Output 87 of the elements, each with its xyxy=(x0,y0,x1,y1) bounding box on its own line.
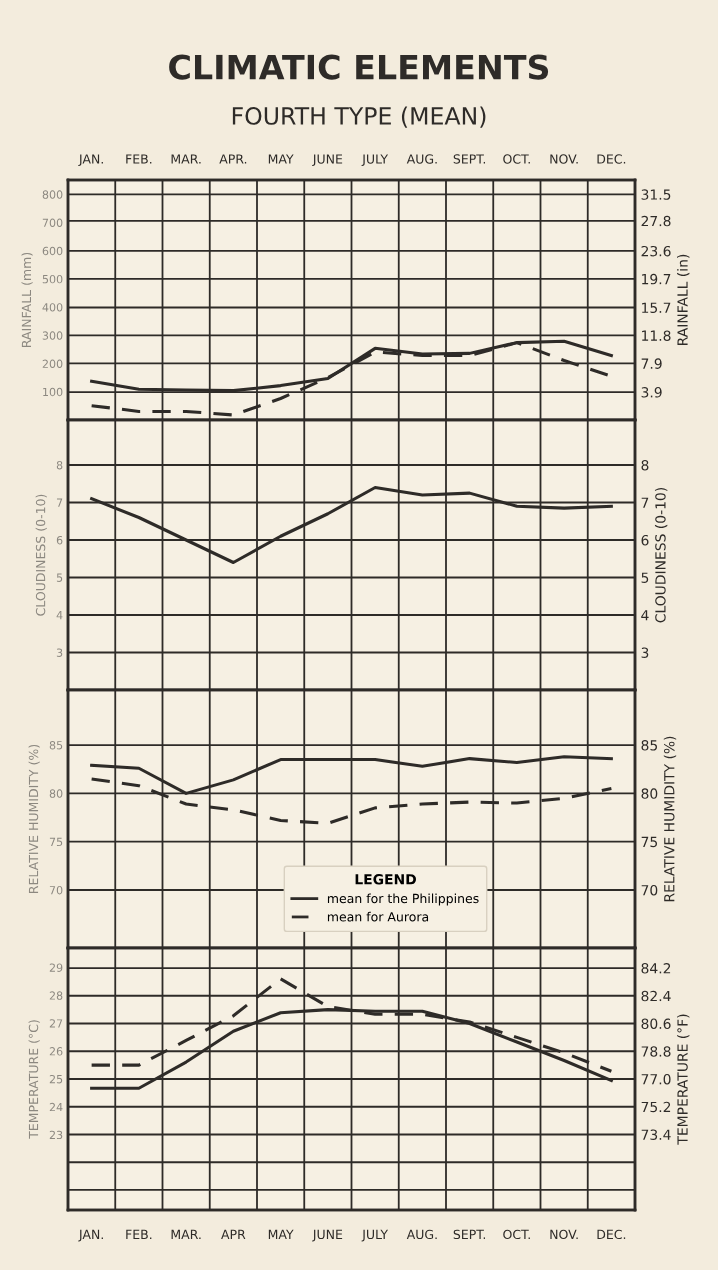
y2-tick-label: 75 xyxy=(641,836,658,848)
x-tick-label: JUNE xyxy=(312,154,343,167)
y2-tick-label: 80 xyxy=(641,788,658,799)
y-tick-label: 800 xyxy=(42,190,63,199)
chart-title: CLIMATIC ELEMENTS xyxy=(169,54,549,80)
y-tick-label: 200 xyxy=(42,359,63,368)
y2-axis-title: TEMPERATURE (°F) xyxy=(677,1014,690,1145)
y2-tick-label: 7.9 xyxy=(641,358,662,369)
y-tick-label: 80 xyxy=(49,789,63,798)
x-tick-label: SEPT. xyxy=(453,1229,486,1240)
y-tick-label: 23 xyxy=(49,1130,63,1140)
x-tick-label: JAN. xyxy=(78,154,103,167)
y-tick-label: 24 xyxy=(49,1102,63,1112)
x-tick-label: SEPT. xyxy=(453,154,486,164)
y-tick-label: 700 xyxy=(42,218,63,227)
x-tick-label: MAY xyxy=(268,1229,294,1239)
legend-label: mean for the Philippines xyxy=(327,893,479,906)
y2-tick-label: 6 xyxy=(641,534,649,546)
x-tick-label: JULY xyxy=(361,154,389,167)
y-tick-label: 600 xyxy=(42,246,63,256)
y-axis-title: RELATIVE HUMIDITY (%) xyxy=(28,744,40,893)
y2-axis-title: CLOUDINESS (0-10) xyxy=(654,488,668,623)
x-tick-label: AUG. xyxy=(406,154,437,164)
y-tick-label: 5 xyxy=(56,573,63,582)
chart-subtitle: FOURTH TYPE (MEAN) xyxy=(232,106,486,128)
x-tick-label: NOV. xyxy=(550,1229,578,1240)
y-tick-label: 85 xyxy=(49,741,63,750)
y-tick-label: 3 xyxy=(56,648,63,657)
legend-label: mean for Aurora xyxy=(327,911,429,922)
y-tick-label: 7 xyxy=(56,498,63,507)
y2-tick-label: 82.4 xyxy=(641,990,671,1002)
y-axis-title: RAINFALL (mm) xyxy=(21,252,33,347)
y2-tick-label: 84.2 xyxy=(641,963,671,974)
x-tick-label: DEC. xyxy=(597,154,626,164)
y-tick-label: 500 xyxy=(42,274,63,284)
y-axis-title: CLOUDINESS (0-10) xyxy=(35,494,47,616)
y2-tick-label: 11.8 xyxy=(642,330,671,341)
x-tick-label: AUG. xyxy=(406,1229,437,1240)
y-tick-label: 26 xyxy=(49,1047,63,1056)
y2-tick-label: 73.4 xyxy=(641,1129,671,1140)
y-tick-label: 70 xyxy=(49,886,63,895)
y2-tick-label: 7 xyxy=(641,497,649,508)
y2-tick-label: 4 xyxy=(641,610,649,621)
y2-tick-label: 15.7 xyxy=(642,302,671,313)
y2-tick-label: 23.6 xyxy=(641,245,671,257)
y2-tick-label: 31.5 xyxy=(641,189,671,200)
x-tick-label: FEB. xyxy=(126,154,152,164)
x-tick-label: OCT. xyxy=(503,1229,530,1240)
y-tick-label: 27 xyxy=(49,1019,63,1028)
y2-tick-label: 27.8 xyxy=(641,215,671,227)
x-tick-label: NOV. xyxy=(550,154,578,164)
y-tick-label: 6 xyxy=(56,535,63,545)
y-axis-title: TEMPERATURE (°C) xyxy=(28,1020,40,1139)
x-tick-label: APR xyxy=(221,1229,246,1239)
x-tick-label: JUNE xyxy=(312,1229,343,1242)
y2-tick-label: 70 xyxy=(641,884,658,896)
y-tick-label: 8 xyxy=(56,460,63,470)
y2-axis-title: RELATIVE HUMIDITY (%) xyxy=(663,736,677,902)
x-tick-label: APR. xyxy=(219,154,247,164)
x-tick-label: MAY xyxy=(268,154,294,164)
y2-tick-label: 75.2 xyxy=(641,1101,671,1113)
y-tick-label: 4 xyxy=(56,611,63,620)
y-tick-label: 100 xyxy=(43,387,63,397)
x-tick-label: JULY xyxy=(361,1229,389,1242)
y2-tick-label: 8 xyxy=(641,459,649,471)
y2-tick-label: 80.6 xyxy=(641,1018,671,1029)
y2-tick-label: 85 xyxy=(641,740,658,751)
x-tick-label: DEC. xyxy=(597,1229,626,1240)
y-tick-label: 25 xyxy=(49,1074,63,1084)
y2-tick-label: 3 xyxy=(641,647,649,658)
y-tick-label: 75 xyxy=(49,837,63,847)
x-tick-label: FEB. xyxy=(126,1229,152,1239)
y2-tick-label: 77.0 xyxy=(641,1073,671,1085)
y2-axis-title: RAINFALL (in) xyxy=(677,254,690,345)
y2-tick-label: 19.7 xyxy=(642,273,671,285)
y-tick-label: 28 xyxy=(49,991,63,1000)
y-tick-label: 300 xyxy=(42,331,63,340)
x-tick-label: OCT. xyxy=(503,154,530,164)
y-tick-label: 400 xyxy=(42,303,63,312)
y-tick-label: 29 xyxy=(49,963,63,972)
legend-title: LEGEND xyxy=(355,874,416,885)
y2-tick-label: 78.8 xyxy=(641,1046,671,1057)
y2-tick-label: 5 xyxy=(641,572,649,583)
x-tick-label: MAR. xyxy=(171,154,201,164)
x-tick-label: JAN. xyxy=(78,1229,103,1242)
y2-tick-label: 3.9 xyxy=(641,387,662,398)
x-tick-label: MAR. xyxy=(171,1229,201,1239)
